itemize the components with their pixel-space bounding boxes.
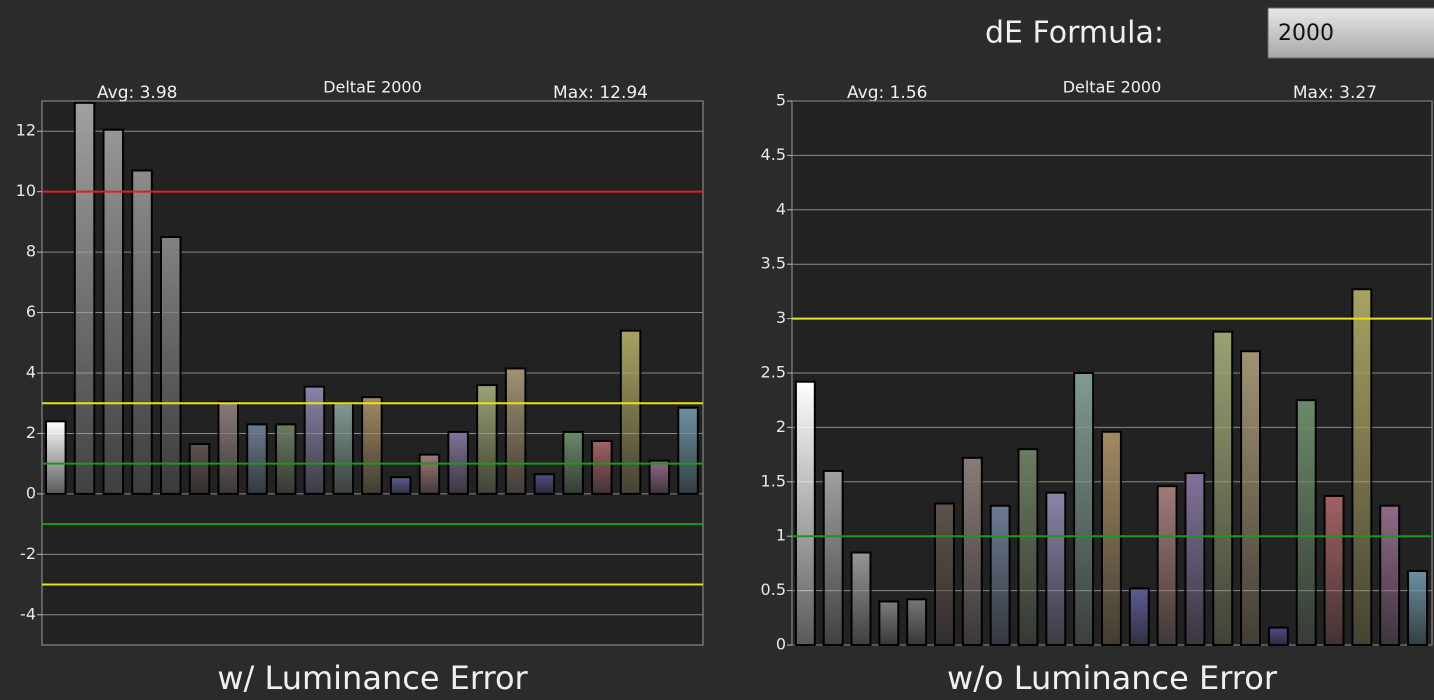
bar	[1073, 372, 1095, 646]
y-tick-label: 6	[26, 302, 36, 321]
bar	[303, 385, 326, 495]
bar	[1267, 626, 1289, 646]
bar	[217, 400, 240, 495]
y-tick-label: 3	[776, 308, 786, 327]
bar	[822, 469, 844, 647]
y-tick-label: 1	[776, 526, 786, 545]
bar	[476, 384, 498, 495]
bar	[332, 402, 354, 495]
max-label: Max: 12.94	[553, 83, 648, 103]
y-tick-label: -2	[20, 544, 36, 563]
bar	[989, 504, 1011, 646]
y-tick-label: 4.5	[761, 145, 786, 164]
bar	[1156, 485, 1178, 647]
bar	[1295, 399, 1317, 647]
bar	[188, 443, 211, 495]
bar	[418, 453, 441, 495]
bar	[1212, 330, 1234, 646]
bar	[648, 459, 671, 495]
avg-label: Avg: 3.98	[97, 83, 177, 103]
chart-caption: w/ Luminance Error	[217, 659, 528, 697]
chart-caption: w/o Luminance Error	[947, 659, 1278, 697]
bar	[274, 423, 297, 495]
bar	[934, 502, 955, 646]
bar	[1351, 288, 1373, 646]
bar	[1045, 491, 1067, 646]
bar	[1184, 472, 1206, 647]
bar	[45, 420, 67, 495]
formula-dropdown[interactable]	[1267, 7, 1434, 59]
bar	[389, 476, 412, 495]
bar	[591, 440, 613, 495]
bar	[504, 367, 527, 495]
y-tick-label: -4	[20, 604, 36, 623]
avg-label: Avg: 1.56	[847, 83, 927, 103]
y-tick-label: 1.5	[761, 471, 786, 490]
bar	[131, 169, 153, 495]
bar	[1379, 504, 1401, 646]
y-tick-label: 3.5	[761, 254, 786, 273]
bar	[246, 423, 268, 495]
y-tick-label: 8	[26, 242, 36, 261]
y-tick-label: 10	[16, 181, 36, 200]
bar	[533, 473, 556, 495]
bar	[1240, 350, 1262, 646]
bar	[677, 406, 699, 495]
bar	[906, 598, 928, 647]
y-tick-label: 0	[26, 483, 36, 502]
bar	[850, 551, 872, 647]
y-tick-label: 5	[776, 91, 786, 110]
formula-label: dE Formula:	[985, 16, 1164, 51]
y-tick-label: 12	[16, 121, 36, 140]
y-tick-label: 2	[26, 423, 36, 442]
bar	[961, 456, 983, 647]
bar	[102, 128, 125, 495]
bar	[159, 236, 182, 495]
chart-title: DeltaE 2000	[323, 78, 422, 97]
formula-value: 2000	[1278, 21, 1334, 46]
bar	[73, 101, 96, 495]
y-tick-label: 2	[776, 417, 786, 436]
bar	[619, 329, 642, 495]
y-tick-label: 4	[26, 363, 36, 382]
y-tick-label: 0	[776, 635, 786, 654]
bar	[878, 600, 900, 646]
bar	[1128, 587, 1150, 647]
bar	[1323, 494, 1345, 646]
bar	[794, 380, 816, 646]
bar	[361, 396, 383, 495]
bar	[1407, 570, 1428, 646]
max-label: Max: 3.27	[1293, 83, 1377, 103]
y-tick-label: 4	[776, 199, 786, 218]
y-tick-label: 0.5	[761, 580, 786, 599]
y-tick-label: 2.5	[761, 363, 786, 382]
chart-title: DeltaE 2000	[1063, 78, 1162, 97]
bar	[1017, 448, 1039, 646]
bar	[1100, 430, 1122, 647]
